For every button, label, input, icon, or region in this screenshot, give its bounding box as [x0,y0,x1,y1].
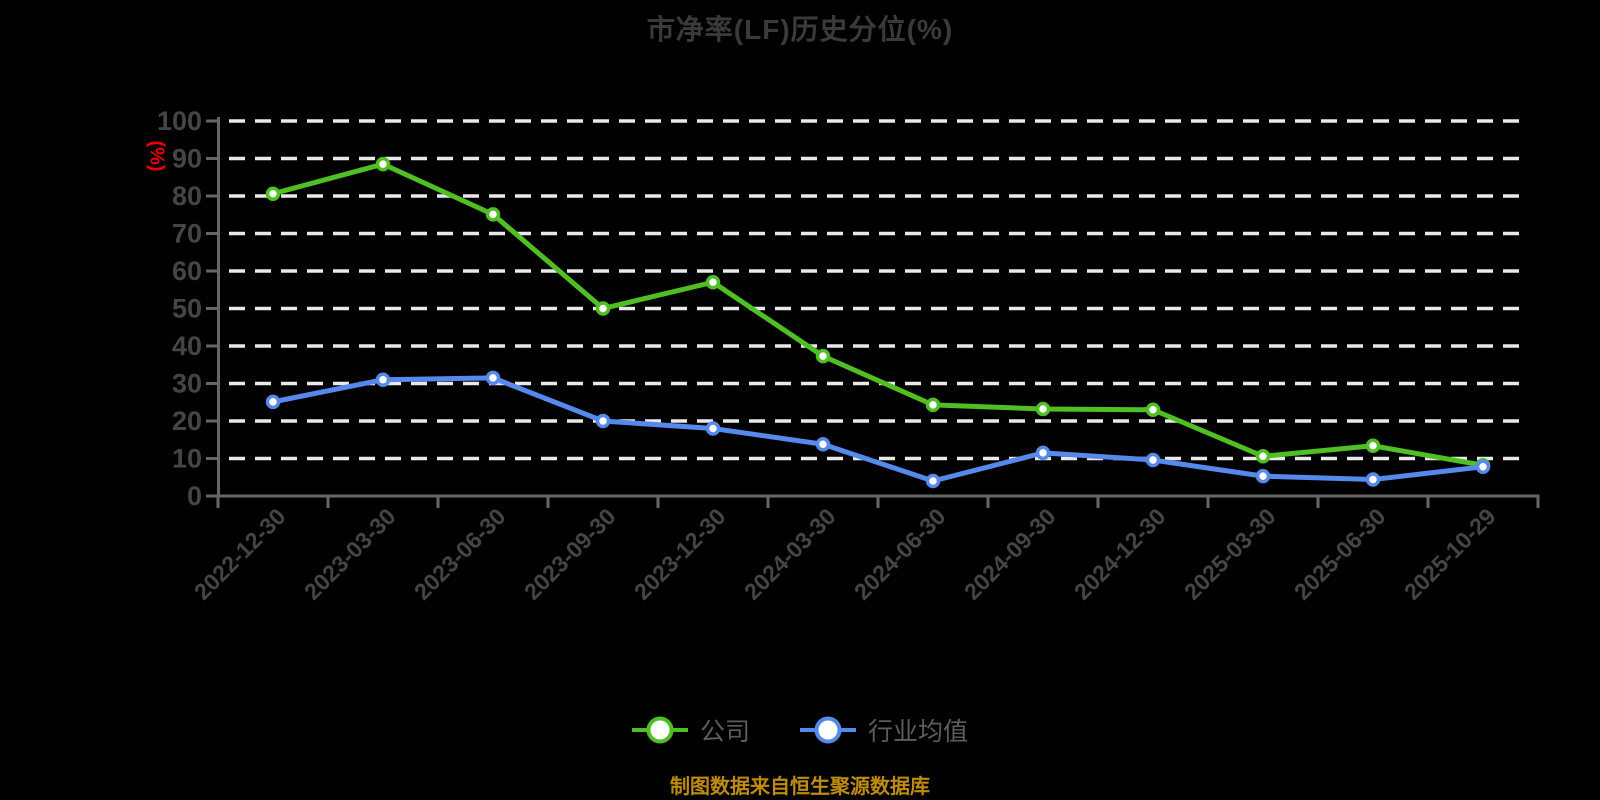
x-tick-label: 2025-06-30 [1289,503,1391,605]
industry-data-point-0[interactable] [265,394,281,410]
company-data-point-3[interactable] [595,301,611,316]
company-data-point-0[interactable] [265,186,281,201]
company-data-point-6[interactable] [925,397,941,413]
industry-data-point-6[interactable] [925,473,941,489]
legend-item-industry[interactable]: 行业均值 [800,712,968,748]
industry-data-point-9[interactable] [1255,468,1271,484]
x-tick-label: 2024-03-30 [739,503,841,605]
legend-label-industry: 行业均值 [868,718,969,746]
industry-data-point-4[interactable] [705,421,721,436]
y-tick-label: 40 [172,331,202,361]
y-tick-label: 70 [172,219,202,249]
y-tick-label: 30 [172,369,202,399]
y-tick-label: 60 [172,256,202,286]
industry-data-point-7[interactable] [1035,445,1051,461]
company-data-point-9[interactable] [1255,449,1271,464]
industry-data-point-3[interactable] [595,413,611,429]
industry-data-point-10[interactable] [1365,472,1381,487]
company-series-line[interactable] [270,161,1486,468]
industry-legend-marker-icon [800,716,856,744]
company-data-point-5[interactable] [815,348,831,364]
legend: 公司 行业均值 [0,712,1600,748]
company-data-point-2[interactable] [485,207,501,222]
y-tick-label: 90 [172,144,202,174]
company-legend-marker-icon [631,716,688,744]
chart-title: 市净率(LF)历史分位(%) [646,14,954,45]
company-data-point-8[interactable] [1145,402,1161,417]
company-data-point-10[interactable] [1365,438,1381,453]
industry-series-line[interactable] [270,375,1486,484]
data-source-footer: 制图数据来自恒生聚源数据库 [670,776,930,798]
x-tick-label: 2023-12-30 [629,503,731,605]
company-data-point-1[interactable] [375,156,391,172]
legend-label-company: 公司 [699,718,750,746]
industry-data-point-8[interactable] [1145,452,1161,468]
x-tick-label: 2024-09-30 [959,503,1061,605]
x-tick-label: 2023-03-30 [299,503,401,605]
industry-data-point-1[interactable] [375,372,391,387]
x-tick-label: 2023-09-30 [519,503,621,605]
industry-data-point-11[interactable] [1475,459,1491,474]
company-data-point-4[interactable] [705,275,721,290]
x-tick-label: 2023-06-30 [409,503,511,605]
industry-data-point-5[interactable] [815,437,831,452]
y-tick-label: 80 [172,181,202,211]
x-tick-label: 2024-12-30 [1069,503,1171,605]
x-tick-label: 2025-10-29 [1399,503,1501,605]
x-tick-label: 2024-06-30 [849,503,951,605]
y-tick-label: 100 [157,106,202,136]
x-tick-label: 2022-12-30 [189,503,291,605]
y-tick-label: 0 [187,481,202,511]
x-tick-label: 2025-03-30 [1179,503,1281,605]
industry-data-point-2[interactable] [485,370,501,386]
y-tick-label: 20 [172,406,202,436]
y-tick-label: 50 [172,294,202,324]
company-data-point-7[interactable] [1035,401,1051,417]
legend-item-company[interactable]: 公司 [631,712,750,748]
y-tick-label: 10 [172,444,202,474]
